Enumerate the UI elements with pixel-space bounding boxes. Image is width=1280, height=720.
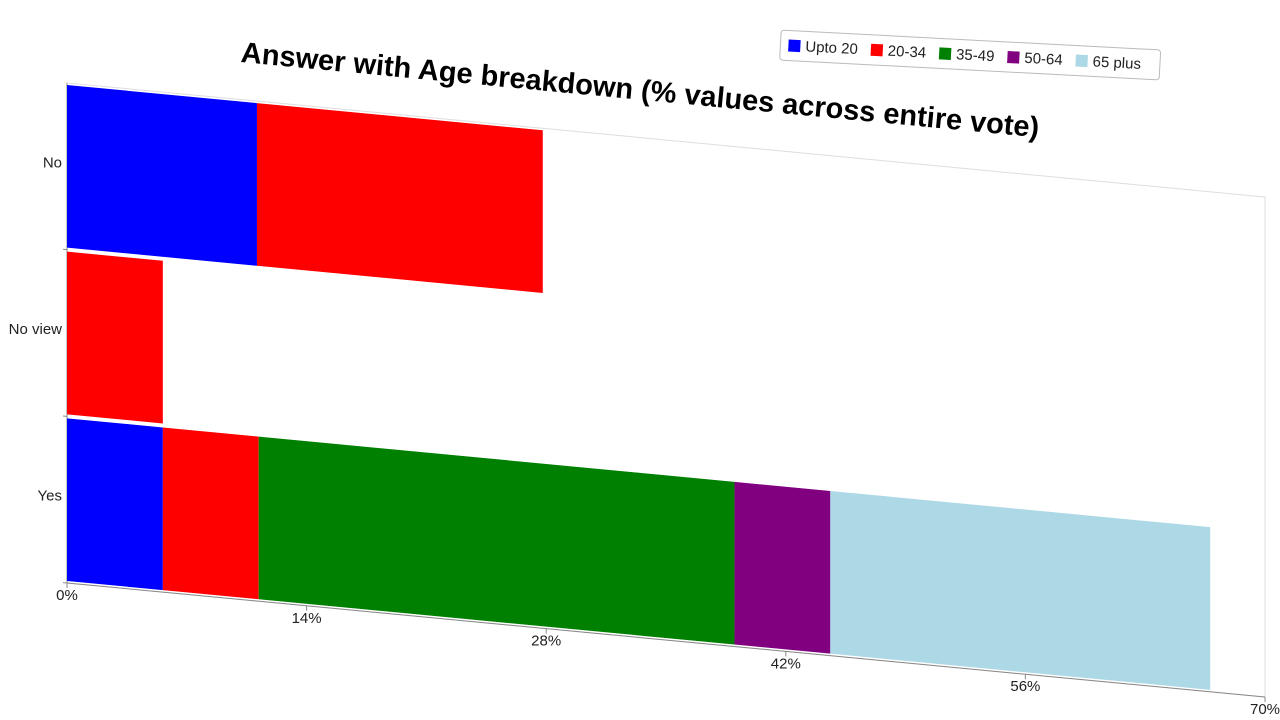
legend-swatch — [938, 47, 952, 60]
bar-segment — [258, 436, 735, 645]
legend-label: 65 plus — [1092, 53, 1141, 73]
legend-label: Upto 20 — [805, 38, 858, 58]
legend-label: 35-49 — [956, 46, 995, 65]
bar-segment — [734, 481, 831, 654]
bar-segment — [67, 84, 257, 266]
x-tick-label: 42% — [771, 655, 801, 672]
x-tick-label: 0% — [56, 587, 78, 604]
legend-swatch — [1007, 50, 1020, 64]
bar-segment — [256, 103, 543, 293]
legend-swatch — [1075, 54, 1088, 68]
y-tick-label: No view — [9, 321, 63, 338]
legend-label: 20-34 — [887, 43, 926, 62]
x-axis — [67, 582, 1265, 698]
legend: Upto 20 20-34 35-49 50-64 65 plus — [779, 29, 1162, 81]
bar-segment — [67, 251, 163, 424]
plot-area — [63, 82, 1266, 703]
bar-segment — [67, 418, 163, 591]
x-tick-label: 56% — [1010, 678, 1040, 695]
y-tick-label: Yes — [38, 488, 62, 505]
y-tick-label: No — [43, 154, 62, 171]
bar-segment — [162, 427, 259, 600]
legend-swatch — [788, 39, 801, 53]
legend-box — [779, 29, 1162, 81]
legend-swatch — [870, 43, 884, 57]
legend-label: 50-64 — [1024, 50, 1063, 69]
x-tick-label: 70% — [1250, 701, 1280, 718]
x-tick-label: 14% — [292, 610, 322, 627]
x-tick-label: 28% — [531, 633, 561, 650]
bar-segment — [830, 490, 1211, 690]
